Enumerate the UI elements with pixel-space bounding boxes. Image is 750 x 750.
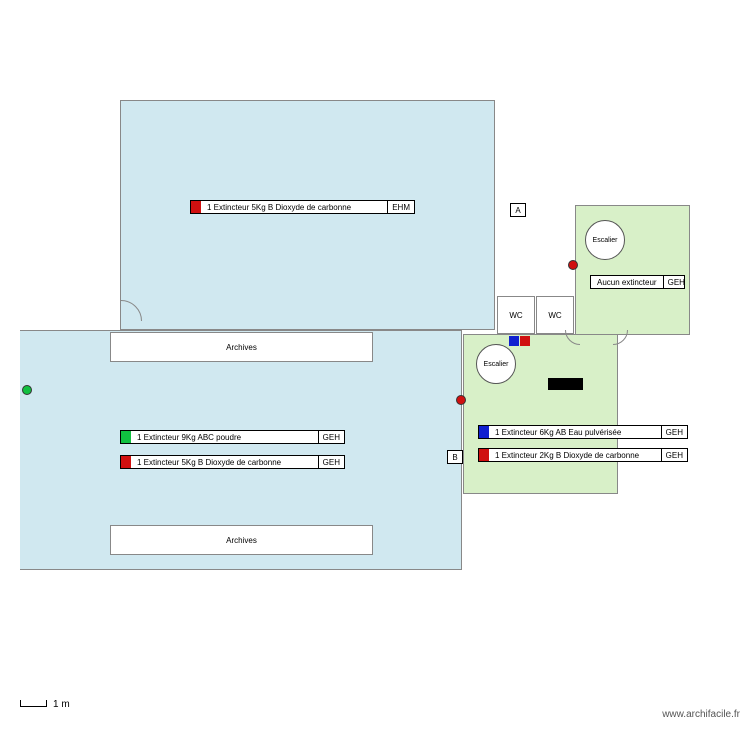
rect-2 [548, 378, 583, 390]
marker-a: A [510, 203, 526, 217]
extinguisher-label-4: 1 Extincteur 6Kg AB Eau pulvériséeGEH [478, 425, 688, 439]
extinguisher-tag: GEH [318, 431, 344, 443]
extinguisher-text: 1 Extincteur 9Kg ABC poudre [131, 433, 318, 442]
marker-b-text: B [452, 453, 457, 462]
rect-1 [520, 336, 530, 346]
extinguisher-tag: GEH [663, 276, 689, 288]
extinguisher-swatch [191, 201, 201, 213]
extinguisher-swatch [121, 431, 131, 443]
marker-b: B [447, 450, 463, 464]
scale-bar: 1 m [20, 699, 70, 710]
extinguisher-label-3: 1 Extincteur 5Kg B Dioxyde de carbonneGE… [120, 455, 345, 469]
extinguisher-text: 1 Extincteur 2Kg B Dioxyde de carbonne [489, 451, 661, 460]
extinguisher-text: 1 Extincteur 5Kg B Dioxyde de carbonne [131, 458, 318, 467]
extinguisher-text: Aucun extincteur [591, 278, 663, 287]
archives-bottom-label: Archives [226, 536, 257, 545]
wc-1: WC [497, 296, 535, 334]
extinguisher-swatch [479, 449, 489, 461]
wc-2-label: WC [548, 311, 561, 320]
extinguisher-swatch [121, 456, 131, 468]
wc-1-label: WC [509, 311, 522, 320]
stair-lower: Escalier [476, 344, 516, 384]
extinguisher-text: 1 Extincteur 6Kg AB Eau pulvérisée [489, 428, 661, 437]
extinguisher-swatch [479, 426, 489, 438]
archives-bottom: Archives [110, 525, 373, 555]
dot-0 [568, 260, 578, 270]
wc-2: WC [536, 296, 574, 334]
extinguisher-label-2: 1 Extincteur 9Kg ABC poudreGEH [120, 430, 345, 444]
stair-upper: Escalier [585, 220, 625, 260]
extinguisher-label-0: 1 Extincteur 5Kg B Dioxyde de carbonneEH… [190, 200, 415, 214]
extinguisher-tag: GEH [661, 426, 687, 438]
extinguisher-tag: GEH [661, 449, 687, 461]
stair-lower-label: Escalier [484, 361, 509, 368]
rect-0 [509, 336, 519, 346]
watermark: www.archifacile.fr [662, 709, 740, 720]
scale-label: 1 m [53, 699, 70, 710]
stair-upper-label: Escalier [593, 237, 618, 244]
marker-a-text: A [515, 206, 520, 215]
dot-1 [456, 395, 466, 405]
watermark-text: www.archifacile.fr [662, 709, 740, 720]
extinguisher-label-1: Aucun extincteurGEH [590, 275, 685, 289]
extinguisher-tag: GEH [318, 456, 344, 468]
extinguisher-tag: EHM [387, 201, 414, 213]
room-upper-blue [120, 100, 495, 330]
extinguisher-label-5: 1 Extincteur 2Kg B Dioxyde de carbonneGE… [478, 448, 688, 462]
extinguisher-text: 1 Extincteur 5Kg B Dioxyde de carbonne [201, 203, 387, 212]
dot-2 [22, 385, 32, 395]
archives-top: Archives [110, 332, 373, 362]
archives-top-label: Archives [226, 343, 257, 352]
